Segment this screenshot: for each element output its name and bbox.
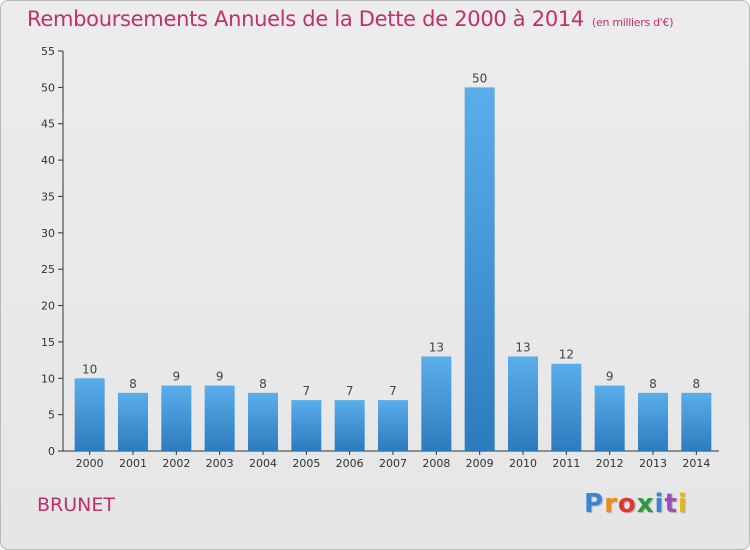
- chart-title: Remboursements Annuels de la Dette de 20…: [27, 7, 673, 31]
- chart-title-text: Remboursements Annuels de la Dette de 20…: [27, 7, 584, 31]
- bar-2009: [464, 87, 495, 451]
- logo-letter: t: [664, 489, 678, 519]
- y-tick-label: 20: [41, 300, 55, 313]
- bar-value-label: 9: [606, 370, 614, 384]
- bar-value-label: 13: [429, 340, 444, 354]
- bar-value-label: 9: [173, 370, 181, 384]
- x-tick-label: 2005: [292, 457, 320, 470]
- bar-2007: [378, 400, 408, 451]
- y-tick-label: 45: [41, 118, 55, 131]
- y-tick-label: 40: [41, 154, 55, 167]
- bar-2003: [204, 385, 235, 451]
- bar-value-label: 8: [129, 377, 137, 391]
- bars: [74, 87, 712, 451]
- x-tick-label: 2002: [162, 457, 190, 470]
- bar-value-label: 8: [693, 377, 701, 391]
- chart-subtitle: (en milliers d'€): [592, 16, 674, 29]
- logo-letter: r: [604, 489, 618, 519]
- bar-2008: [421, 356, 452, 451]
- bar-2014: [681, 392, 712, 451]
- logo-letter: x: [636, 489, 655, 519]
- y-tick-label: 55: [41, 45, 55, 58]
- y-tick-label: 35: [41, 190, 55, 203]
- bar-value-labels: 10 8 9 9 8 7 7 7 13 50 13 12 9 8 8: [82, 71, 700, 398]
- y-tick-label: 50: [41, 81, 55, 94]
- proxiti-logo: Proxiti: [584, 489, 688, 519]
- bar-2013: [638, 392, 668, 451]
- logo-letter: i: [654, 489, 665, 519]
- bar-2004: [248, 392, 278, 451]
- x-tick-label: 2001: [119, 457, 147, 470]
- x-tick-label: 2009: [466, 457, 494, 470]
- commune-name: BRUNET: [37, 494, 115, 516]
- bar-2002: [161, 385, 192, 451]
- bar-2011: [551, 363, 582, 451]
- y-tick-label: 0: [48, 445, 55, 458]
- bar-2012: [594, 385, 625, 451]
- bar-2006: [334, 400, 365, 451]
- y-tick-label: 15: [41, 336, 55, 349]
- logo-letter: P: [584, 489, 605, 519]
- bar-value-label: 12: [559, 348, 574, 362]
- bar-value-label: 7: [346, 384, 354, 398]
- y-tick-label: 10: [41, 372, 55, 385]
- x-tick-label: 2014: [682, 457, 710, 470]
- logo-letter: o: [617, 489, 637, 519]
- x-tick-label: 2008: [422, 457, 450, 470]
- x-axis: 2000 2001 2002 2003 2004 2005 2006 2007 2008 2009…: [63, 450, 719, 470]
- bar-value-label: 50: [472, 71, 487, 85]
- bar-value-label: 10: [82, 362, 97, 376]
- bar-2000: [74, 378, 105, 451]
- bar-2001: [118, 392, 148, 451]
- y-tick-label: 30: [41, 227, 55, 240]
- x-tick-label: 2000: [76, 457, 104, 470]
- bar-value-label: 8: [649, 377, 657, 391]
- y-tick-label: 25: [41, 263, 55, 276]
- x-tick-label: 2004: [249, 457, 277, 470]
- logo-letter: i: [677, 489, 688, 519]
- y-tick-label: 5: [48, 409, 55, 422]
- x-tick-label: 2012: [596, 457, 624, 470]
- x-tick-label: 2003: [206, 457, 234, 470]
- x-tick-label: 2007: [379, 457, 407, 470]
- bar-value-label: 7: [389, 384, 397, 398]
- y-axis: 0 5 10 15 20 25 30 35 40 45 50 55: [41, 45, 64, 458]
- x-tick-label: 2006: [336, 457, 364, 470]
- bar-2010: [508, 356, 538, 451]
- x-tick-label: 2010: [509, 457, 537, 470]
- bar-2005: [291, 400, 322, 451]
- bar-value-label: 7: [303, 384, 311, 398]
- x-tick-label: 2011: [552, 457, 580, 470]
- bar-value-label: 13: [515, 340, 530, 354]
- x-tick-label: 2013: [639, 457, 667, 470]
- bar-value-label: 9: [216, 370, 224, 384]
- bar-value-label: 8: [259, 377, 267, 391]
